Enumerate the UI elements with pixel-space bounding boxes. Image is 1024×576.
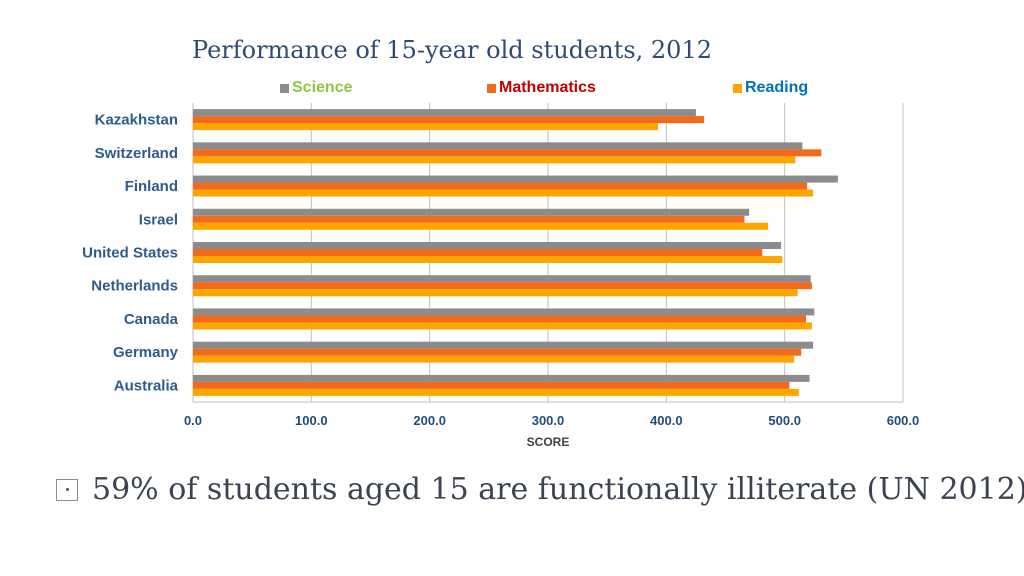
- bar-reading-israel: [193, 222, 769, 230]
- bar-reading-netherlands: [193, 289, 798, 297]
- y-category-label: Germany: [113, 344, 179, 361]
- legend-label-science: Science: [292, 79, 353, 96]
- legend-swatch-reading: [733, 83, 742, 93]
- x-tick-label: 600.0: [887, 413, 920, 428]
- bar-science-germany: [193, 341, 814, 349]
- bar-science-israel: [193, 208, 750, 216]
- bar-science-finland: [193, 175, 838, 183]
- bar-science-australia: [193, 374, 810, 382]
- x-tick-label: 0.0: [184, 413, 202, 428]
- legend-swatch-mathematics: [487, 83, 496, 93]
- bar-reading-australia: [193, 388, 799, 396]
- y-category-label: Canada: [124, 311, 179, 328]
- y-category-label: Israel: [139, 211, 178, 228]
- bar-reading-kazakhstan: [193, 123, 659, 131]
- legend-swatch-science: [280, 83, 289, 93]
- x-tick-label: 300.0: [532, 413, 565, 428]
- bar-science-kazakhstan: [193, 109, 696, 117]
- bar-reading-finland: [193, 189, 814, 197]
- legend-label-mathematics: Mathematics: [499, 79, 596, 96]
- bar-science-united-states: [193, 242, 782, 249]
- bar-reading-switzerland: [193, 156, 796, 164]
- y-category-label: Kazakhstan: [95, 112, 178, 129]
- bar-mathematics-united-states: [193, 249, 763, 256]
- y-category-label: Switzerland: [95, 145, 178, 162]
- y-category-label: United States: [82, 245, 178, 262]
- y-category-label: Finland: [125, 178, 178, 195]
- legend-item-mathematics: Mathematics: [487, 79, 596, 97]
- bar-science-canada: [193, 308, 815, 316]
- bar-science-netherlands: [193, 275, 811, 283]
- bar-mathematics-kazakhstan: [193, 116, 705, 124]
- bar-chart: 0.0 100.0 200.0 300.0 400.0 500.0 600.0 SCORE Ka…: [82, 103, 920, 449]
- bar-reading-united-states: [193, 256, 783, 263]
- bar-mathematics-canada: [193, 315, 806, 323]
- bar-mathematics-netherlands: [193, 282, 812, 290]
- footer-text: 59% of students aged 15 are functionally…: [92, 472, 1024, 507]
- x-axis-title: SCORE: [527, 435, 570, 449]
- bar-mathematics-germany: [193, 348, 802, 356]
- legend-item-science: Science: [280, 79, 352, 97]
- x-tick-label: 400.0: [650, 413, 683, 428]
- bar-reading-canada: [193, 322, 812, 330]
- x-tick-label: 100.0: [295, 413, 328, 428]
- bar-mathematics-australia: [193, 381, 790, 389]
- y-category-label: Australia: [114, 377, 179, 394]
- legend-item-reading: Reading: [733, 79, 808, 97]
- bar-mathematics-israel: [193, 215, 745, 223]
- x-tick-label: 500.0: [768, 413, 801, 428]
- bar-reading-germany: [193, 355, 795, 363]
- y-category-label: Netherlands: [91, 278, 178, 295]
- legend-label-reading: Reading: [745, 79, 809, 96]
- chart-title: Performance of 15-year old students, 201…: [192, 36, 712, 64]
- bar-science-switzerland: [193, 142, 803, 150]
- bar-mathematics-switzerland: [193, 149, 822, 157]
- footer-note: 59% of students aged 15 are functionally…: [56, 472, 1024, 507]
- bullet-icon: [56, 478, 78, 501]
- bar-mathematics-finland: [193, 182, 808, 190]
- x-tick-label: 200.0: [413, 413, 446, 428]
